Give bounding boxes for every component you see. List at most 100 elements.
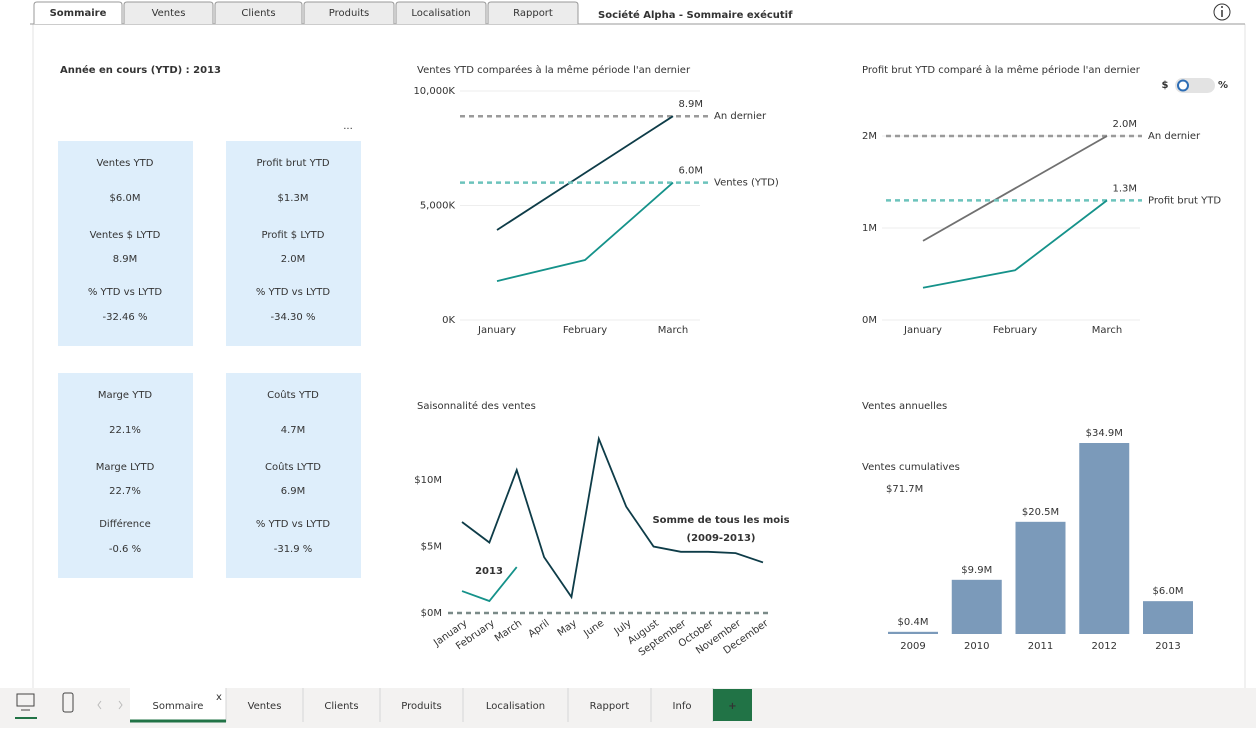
end-value-label: 1.3M xyxy=(1112,183,1137,194)
kpi-label: Coûts YTD xyxy=(267,389,319,401)
x-tick-label: January xyxy=(903,325,942,336)
monitor xyxy=(16,693,35,707)
kpi-label: Ventes YTD xyxy=(97,158,154,169)
series-line xyxy=(461,435,764,600)
x-tick-label: 2011 xyxy=(1028,641,1053,652)
add-tab-button[interactable] xyxy=(713,689,752,721)
series-label: Ventes (YTD) xyxy=(714,178,779,189)
kpi-diff-value: -31.9 % xyxy=(274,544,313,555)
chart-title: Ventes YTD comparées à la même période l… xyxy=(417,64,691,76)
toggle-label: % xyxy=(1218,80,1228,91)
bottom-tab-label[interactable]: Rapport xyxy=(590,701,630,712)
kpi-diff-label: Différence xyxy=(99,518,151,530)
top-tab-label[interactable]: Rapport xyxy=(513,8,553,19)
kpi-card xyxy=(226,373,361,578)
x-tick-label: February xyxy=(563,325,607,336)
x-tick-label: February xyxy=(993,325,1037,336)
top-tab[interactable] xyxy=(123,1,214,24)
kpi-diff-value: -34.30 % xyxy=(271,312,316,323)
kpi-title: Année en cours (YTD) : 2013 xyxy=(60,64,221,76)
add-tab-label[interactable]: + xyxy=(728,701,736,712)
phone-icon[interactable] xyxy=(62,692,74,713)
top-tab[interactable] xyxy=(395,1,487,24)
bar xyxy=(1015,521,1066,634)
bar-value-label: $20.5M xyxy=(1022,507,1059,518)
chart-title: Saisonnalité des ventes xyxy=(417,400,536,412)
series-label: 2013 xyxy=(475,566,503,577)
end-value-label: 2.0M xyxy=(1112,119,1137,130)
scroll-arrows[interactable] xyxy=(97,700,123,710)
y-tick-label: 0M xyxy=(862,315,877,326)
bar xyxy=(1079,443,1130,634)
x-tick-label: 2012 xyxy=(1092,641,1117,652)
y-tick-label: 1M xyxy=(862,223,877,234)
active-tab[interactable] xyxy=(130,688,226,722)
kpi-value: 4.7M xyxy=(281,425,306,436)
top-tab[interactable] xyxy=(33,1,123,24)
end-value-label: 6.0M xyxy=(678,166,703,177)
series-line xyxy=(461,566,518,603)
kpi-value: 22.1% xyxy=(109,425,141,436)
bar xyxy=(888,631,938,634)
top-tab-label[interactable]: Clients xyxy=(241,8,275,19)
top-tab-label[interactable]: Produits xyxy=(329,8,369,19)
bar-value-label: $9.9M xyxy=(961,565,992,576)
close-tab[interactable]: x xyxy=(216,692,222,703)
kpi-card xyxy=(58,141,193,346)
bottom-tab-label[interactable]: Sommaire xyxy=(153,701,204,712)
bottom-tab-label[interactable]: Localisation xyxy=(486,701,545,712)
kpi-sub-label: Ventes $ LYTD xyxy=(90,230,161,241)
info-icon[interactable] xyxy=(1213,3,1231,21)
top-tab[interactable] xyxy=(487,1,579,24)
bottom-tab-label[interactable]: Info xyxy=(673,701,692,712)
bar xyxy=(1143,601,1193,634)
header-title: Société Alpha - Sommaire exécutif xyxy=(598,9,793,21)
bottom-tab-label[interactable]: Ventes xyxy=(248,701,282,712)
bottom-tab-label[interactable]: Clients xyxy=(324,701,358,712)
kpi-diff-label: % YTD vs LYTD xyxy=(256,287,331,298)
cumulative-value: $71.7M xyxy=(886,484,923,495)
info-circle xyxy=(1213,3,1231,21)
y-tick-label: $5M xyxy=(421,542,442,553)
y-tick-label: $10M xyxy=(414,475,442,486)
series-line xyxy=(922,135,1108,242)
top-tab[interactable] xyxy=(303,1,395,24)
kpi-value: $6.0M xyxy=(110,193,141,204)
kpi-sub-label: Coûts LYTD xyxy=(265,461,321,473)
y-tick-label: 2M xyxy=(862,131,877,142)
x-tick-label: 2013 xyxy=(1155,641,1180,652)
x-tick-label: March xyxy=(658,325,688,336)
x-tick-label: 2009 xyxy=(900,641,925,652)
bar-value-label: $34.9M xyxy=(1086,428,1123,439)
top-tab[interactable] xyxy=(214,1,303,24)
y-tick-label: 0K xyxy=(442,315,455,326)
top-tab-label[interactable]: Localisation xyxy=(411,8,470,19)
info-dot xyxy=(1221,6,1223,8)
kpi-sub-value: 2.0M xyxy=(281,254,306,265)
kpi-sub-label: Profit $ LYTD xyxy=(262,230,325,241)
kpi-diff-value: -32.46 % xyxy=(103,312,148,323)
top-tab-label[interactable]: Sommaire xyxy=(50,8,107,19)
kpi-diff-label: % YTD vs LYTD xyxy=(256,519,331,530)
kpi-sub-label: Marge LYTD xyxy=(96,462,155,473)
desktop-icon[interactable] xyxy=(15,693,37,719)
kpi-card xyxy=(226,141,361,346)
series-label: An dernier xyxy=(714,111,767,122)
series-label: Profit brut YTD xyxy=(1148,195,1221,206)
y-tick-label: 10,000K xyxy=(413,86,455,97)
kpi-value: $1.3M xyxy=(278,193,309,204)
series-note: (2009-2013) xyxy=(687,533,756,544)
series-line xyxy=(496,181,674,282)
toggle-knob[interactable] xyxy=(1177,79,1189,92)
top-tab-label[interactable]: Ventes xyxy=(152,8,186,19)
x-tick-label: 2010 xyxy=(964,641,989,652)
bar-value-label: $0.4M xyxy=(898,617,929,628)
more-menu[interactable]: ... xyxy=(343,121,353,132)
bar xyxy=(951,579,1002,634)
y-tick-label: 5,000K xyxy=(420,201,456,212)
bottom-tab-label[interactable]: Produits xyxy=(401,701,441,712)
x-tick-label: March xyxy=(1092,325,1122,336)
